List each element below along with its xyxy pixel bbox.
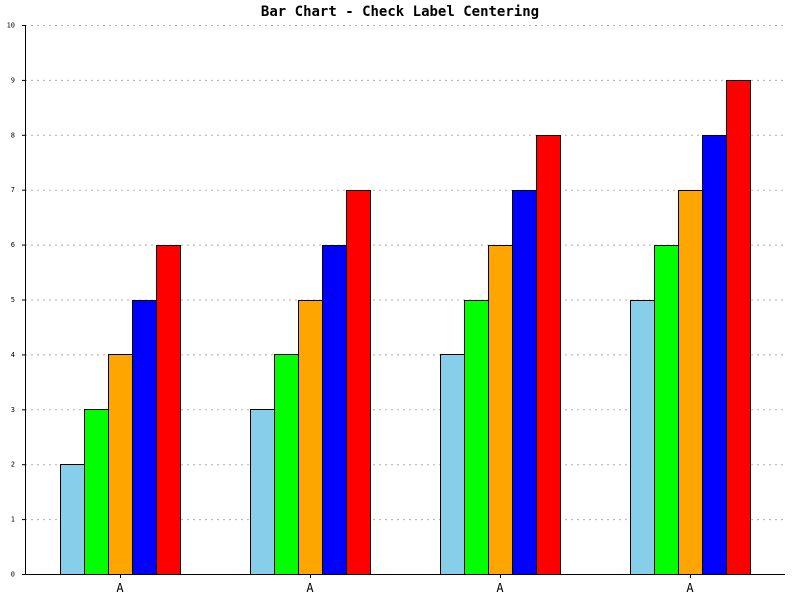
y-tick-label: 0: [11, 571, 15, 579]
bar: [346, 190, 371, 575]
bar: [274, 354, 299, 575]
y-tick-label: 8: [11, 131, 15, 139]
x-tick-label: A: [496, 581, 504, 595]
y-tick-label: 4: [11, 351, 15, 359]
y-tick-label: 5: [11, 296, 15, 304]
bar: [654, 245, 679, 575]
bar: [512, 190, 537, 575]
x-tick-label: A: [686, 581, 694, 595]
bar: [464, 300, 489, 575]
bar: [84, 409, 109, 575]
y-tick-label: 2: [11, 461, 15, 469]
bar: [488, 245, 513, 575]
axes: [22, 25, 785, 578]
y-tick-label: 7: [11, 186, 15, 194]
bar: [678, 190, 703, 575]
y-axis-ticks: 0 1 2 3 4 5 6 7 8 9 10: [7, 22, 15, 579]
y-tick-label: 3: [11, 406, 15, 414]
bar: [702, 135, 727, 575]
bar: [726, 80, 751, 575]
bar: [298, 300, 323, 575]
bar: [156, 245, 181, 575]
y-tick-label: 10: [7, 22, 15, 30]
bar: [132, 300, 157, 575]
x-tick-label: A: [116, 581, 124, 595]
y-tick-label: 1: [11, 516, 15, 524]
bar: [60, 464, 85, 575]
bar: [322, 245, 347, 575]
bar: [108, 354, 133, 575]
bar: [630, 300, 655, 575]
y-tick-label: 6: [11, 241, 15, 249]
bar: [250, 409, 275, 575]
x-tick-label: A: [306, 581, 314, 595]
bars: [60, 80, 751, 575]
bar: [536, 135, 561, 575]
chart-title: Bar Chart - Check Label Centering: [260, 4, 540, 20]
bar: [440, 354, 465, 575]
y-tick-label: 9: [11, 76, 15, 84]
